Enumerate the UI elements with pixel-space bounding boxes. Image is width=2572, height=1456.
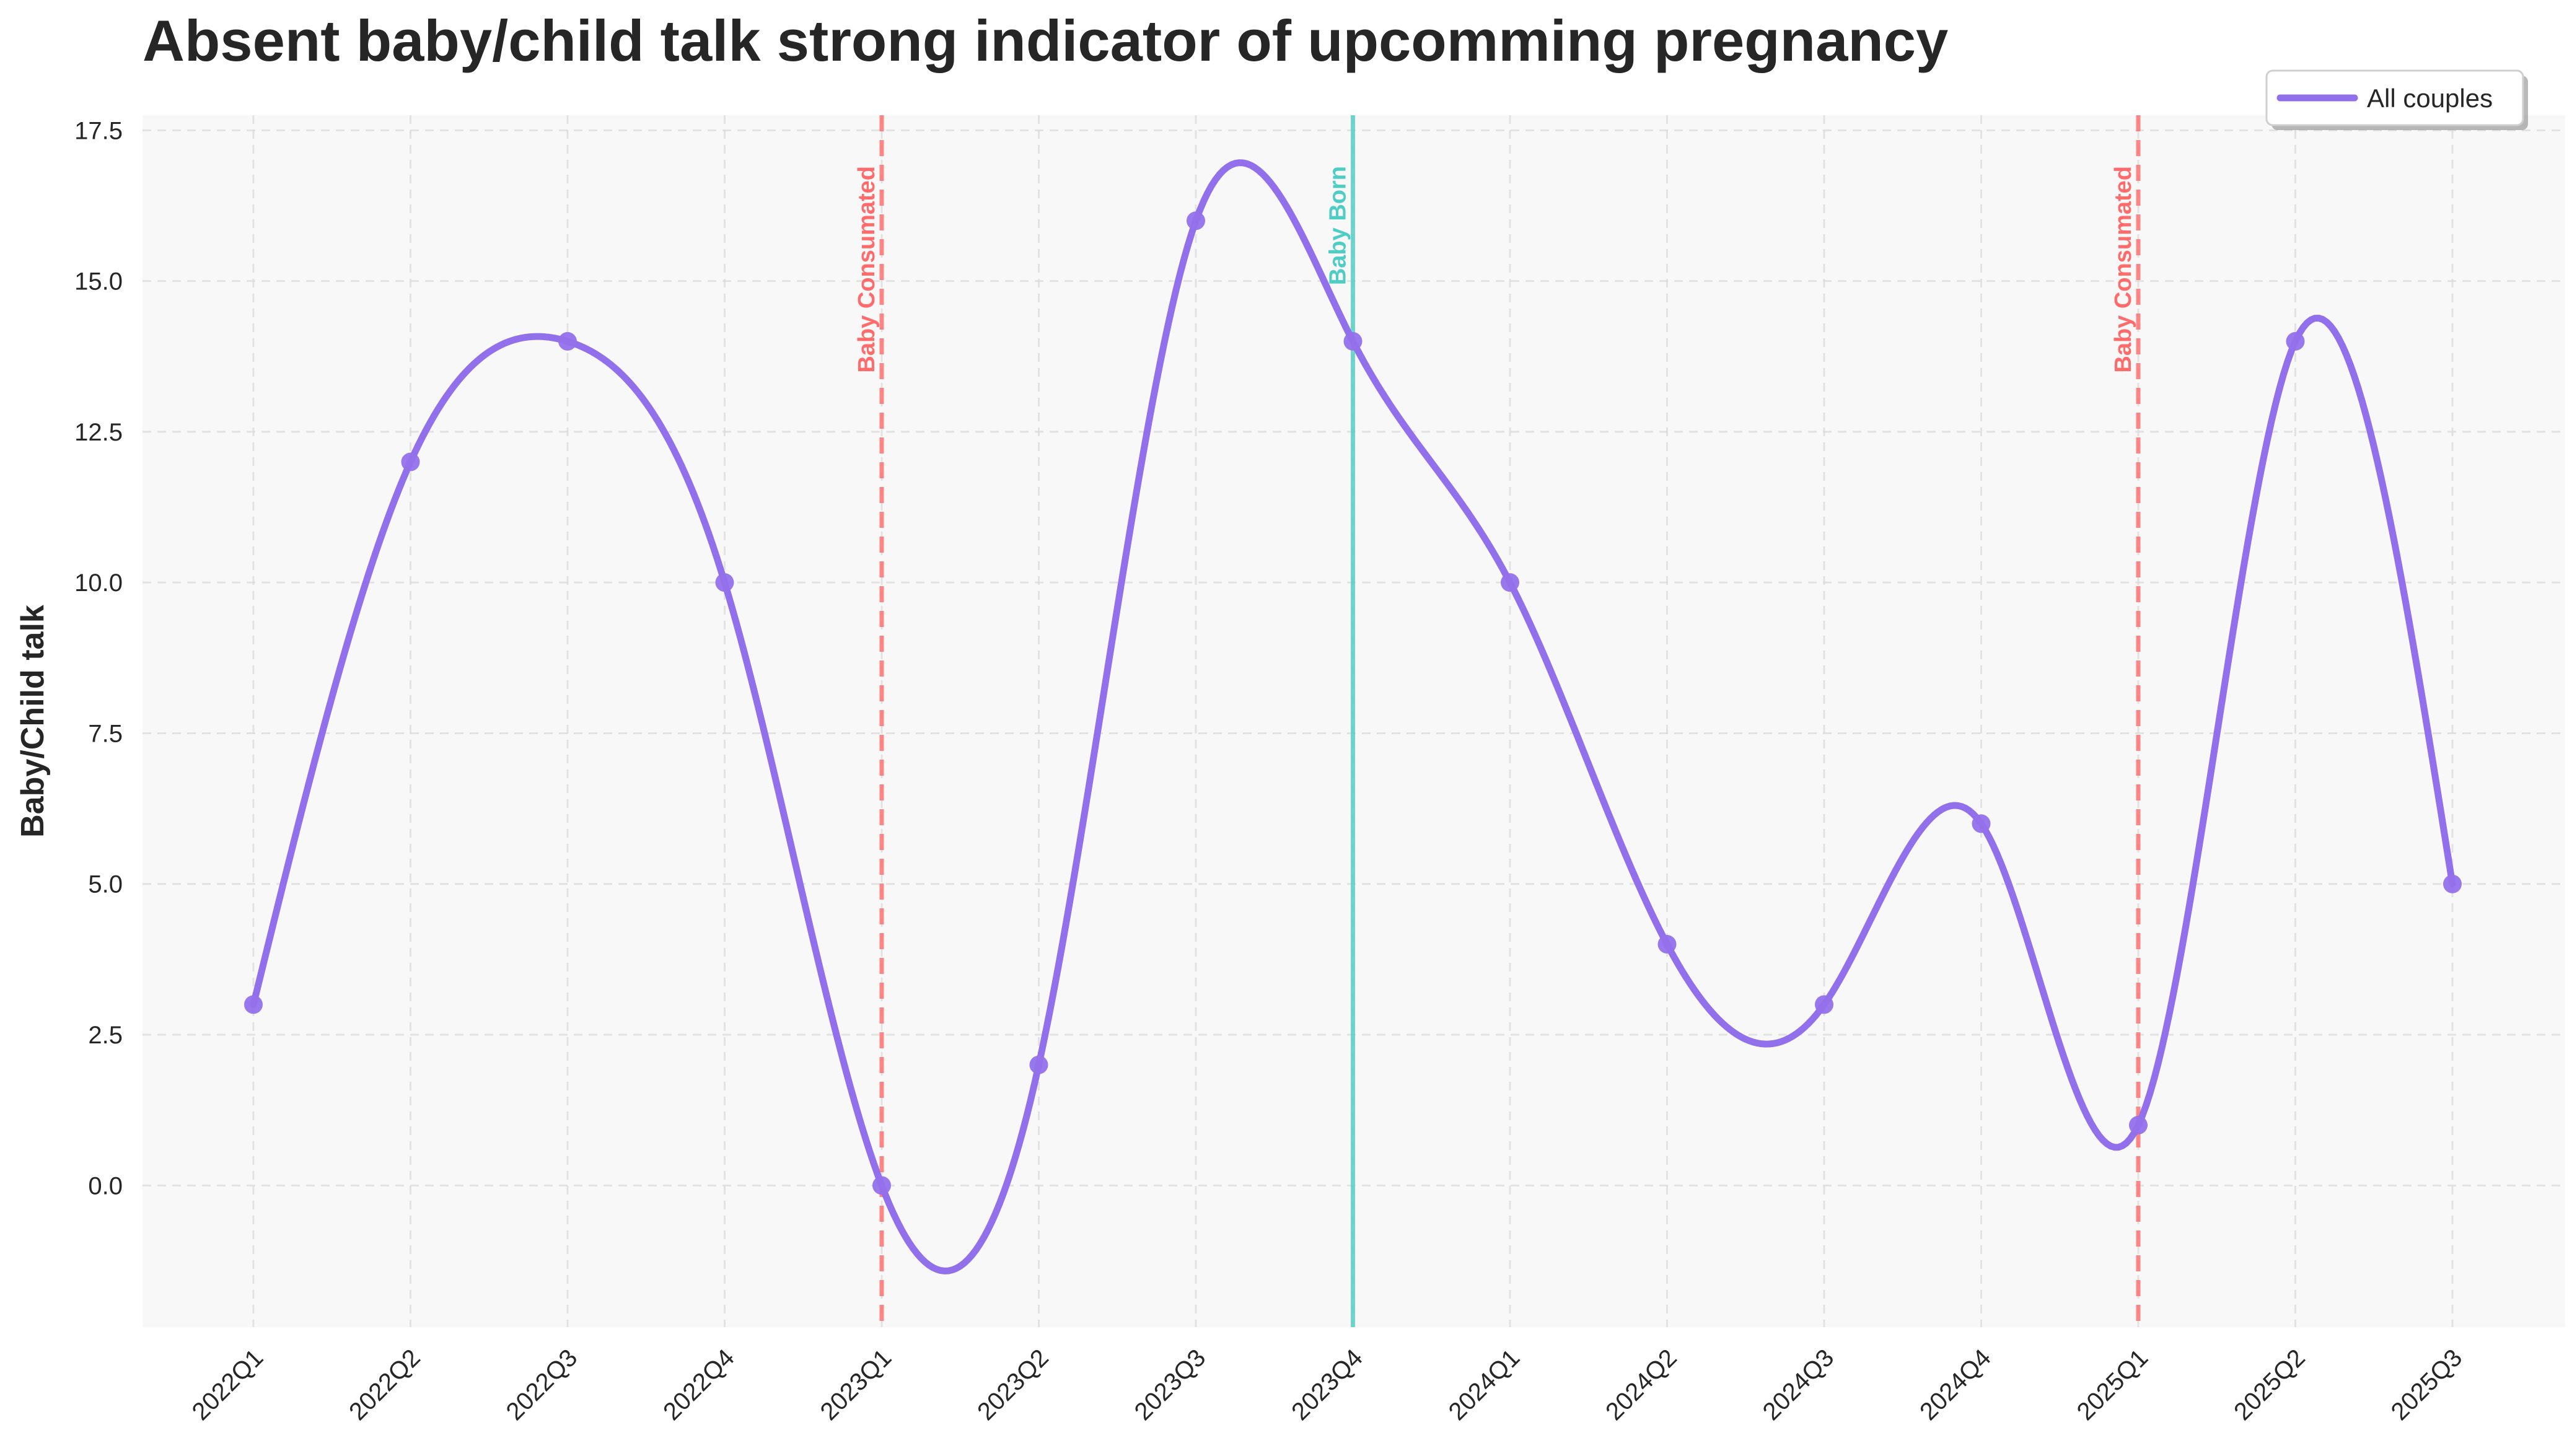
x-tick-label: 2024Q3 xyxy=(1758,1344,1840,1426)
x-tick-label: 2024Q1 xyxy=(1444,1344,1525,1426)
data-point xyxy=(1815,995,1833,1014)
x-tick-label: 2025Q3 xyxy=(2386,1344,2468,1426)
x-tick-label: 2025Q1 xyxy=(2072,1344,2154,1426)
y-axis-label: Baby/Child talk xyxy=(15,605,51,838)
legend: All couples xyxy=(2265,69,2528,130)
series xyxy=(244,159,2462,1274)
y-tick-label: 12.5 xyxy=(74,419,123,446)
data-point xyxy=(872,1176,891,1195)
data-point xyxy=(558,331,577,351)
data-point xyxy=(1501,573,1519,592)
data-point xyxy=(2443,874,2462,893)
data-point xyxy=(401,452,420,471)
x-tick-label: 2022Q2 xyxy=(344,1344,426,1426)
legend-label: All couples xyxy=(2367,84,2493,113)
data-point xyxy=(2129,1116,2148,1134)
y-tick-label: 17.5 xyxy=(74,117,123,144)
event-label: Baby Consumated xyxy=(854,166,880,373)
x-tick-label: 2022Q1 xyxy=(187,1344,269,1426)
x-tick-label: 2023Q2 xyxy=(972,1344,1054,1426)
data-point xyxy=(715,573,734,592)
y-tick-label: 7.5 xyxy=(88,720,123,747)
data-point xyxy=(1187,211,1205,230)
y-tick-label: 5.0 xyxy=(88,871,123,898)
x-tick-label: 2022Q3 xyxy=(501,1344,583,1426)
y-tick-label: 15.0 xyxy=(74,268,123,296)
chart-title: Absent baby/child talk strong indicator … xyxy=(143,8,1949,73)
data-point xyxy=(2286,331,2305,351)
legend-box xyxy=(2265,69,2524,126)
annotations: Baby Consumated Baby Born Baby Consumated xyxy=(854,115,2141,1327)
x-tick-label: 2023Q1 xyxy=(815,1344,897,1426)
x-tick-label: 2023Q4 xyxy=(1286,1344,1368,1426)
y-tick-label: 0.0 xyxy=(88,1172,123,1199)
x-tick-label: 2023Q3 xyxy=(1130,1344,1211,1426)
x-tick-label: 2025Q2 xyxy=(2229,1344,2311,1426)
y-tick-label: 2.5 xyxy=(88,1022,123,1049)
data-point xyxy=(1972,814,1991,833)
data-point xyxy=(1343,331,1363,351)
y-tick-label: 10.0 xyxy=(74,569,123,597)
data-point xyxy=(1029,1055,1048,1074)
data-point xyxy=(1657,935,1677,954)
event-label: Baby Consumated xyxy=(2110,166,2136,373)
data-point xyxy=(244,995,263,1014)
event-label: Baby Born xyxy=(1325,166,1351,285)
x-tick-label: 2024Q2 xyxy=(1600,1344,1682,1426)
x-tick-label: 2024Q4 xyxy=(1915,1344,1996,1426)
x-tick-label: 2022Q4 xyxy=(658,1344,740,1426)
